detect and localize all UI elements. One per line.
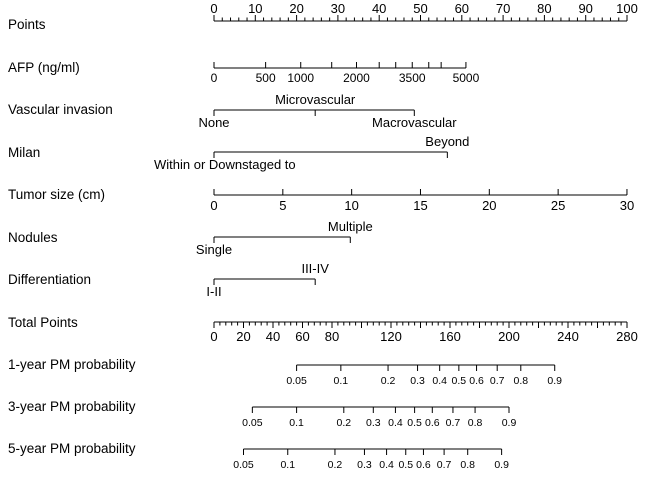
afp-tick-label: 1000 (287, 71, 314, 85)
total-points-tick-label: 80 (325, 329, 339, 344)
row-labels: Points AFP (ng/ml) Vascular invasion Mil… (8, 17, 136, 456)
vascular-invasion-category-label: Macrovascular (372, 115, 457, 130)
nomogram-scales: 0 10 20 30 40 50 60 70 80 90 1000 500 1000 2000 3500 50… (154, 1, 638, 471)
one-year-pm-tick-label: 0.9 (547, 375, 562, 387)
vascular-invasion-category-label: None (198, 115, 229, 130)
total-points-tick-label: 240 (557, 329, 579, 344)
row-label-points: Points (8, 17, 46, 32)
five-year-pm-tick-label: 0.6 (416, 459, 431, 471)
milan-category-label: Within or Downstaged to (154, 157, 296, 172)
milan-category-label: Beyond (425, 134, 469, 149)
points-tick-label: 50 (413, 1, 427, 16)
three-year-pm-tick-label: 0.4 (388, 417, 403, 429)
total-points-tick-label: 280 (616, 329, 638, 344)
total-points-tick-label: 0 (210, 329, 217, 344)
one-year-pm-tick-label: 0.4 (432, 375, 447, 387)
one-year-pm-tick-label: 0.5 (452, 375, 467, 387)
afp-tick-label: 0 (211, 71, 218, 85)
five-year-pm-tick-label: 0.8 (460, 459, 475, 471)
points-tick-label: 80 (537, 1, 551, 16)
five-year-pm-tick-label: 0.7 (437, 459, 452, 471)
row-label-5-year-pm: 5-year PM probability (8, 441, 136, 456)
row-label-vascular-invasion: Vascular invasion (8, 102, 113, 117)
total-points-tick-label: 40 (266, 329, 280, 344)
nodules-category-label: Single (196, 242, 232, 257)
nodules-category-label: Multiple (328, 219, 373, 234)
total-points-tick-label: 120 (380, 329, 402, 344)
row-label-afp: AFP (ng/ml) (8, 60, 80, 75)
row-label-tumor-size: Tumor size (cm) (8, 187, 105, 202)
tumor-size-tick-label: 0 (210, 198, 217, 213)
points-tick-label: 0 (210, 1, 217, 16)
row-label-differentiation: Differentiation (8, 272, 91, 287)
total-points-tick-label: 20 (236, 329, 250, 344)
points-tick-label: 20 (289, 1, 303, 16)
tumor-size-tick-label: 15 (413, 198, 427, 213)
afp-tick-label: 3500 (399, 71, 426, 85)
points-tick-label: 40 (372, 1, 386, 16)
three-year-pm-tick-label: 0.1 (289, 417, 304, 429)
row-label-1-year-pm: 1-year PM probability (8, 357, 136, 372)
five-year-pm-tick-label: 0.05 (233, 459, 254, 471)
points-tick-label: 100 (616, 1, 638, 16)
one-year-pm-tick-label: 0.7 (490, 375, 505, 387)
one-year-pm-tick-label: 0.8 (513, 375, 528, 387)
points-tick-label: 10 (248, 1, 262, 16)
three-year-pm-tick-label: 0.2 (336, 417, 351, 429)
total-points-tick-label: 60 (295, 329, 309, 344)
three-year-pm-tick-label: 0.7 (446, 417, 461, 429)
points-tick-label: 30 (331, 1, 345, 16)
three-year-pm-tick-label: 0.8 (468, 417, 483, 429)
five-year-pm-tick-label: 0.3 (357, 459, 372, 471)
five-year-pm-tick-label: 0.5 (398, 459, 413, 471)
afp-tick-label: 2000 (343, 71, 370, 85)
total-points-tick-label: 200 (498, 329, 520, 344)
total-points-tick-label: 160 (439, 329, 461, 344)
one-year-pm-tick-label: 0.2 (381, 375, 396, 387)
row-label-total-points: Total Points (8, 315, 78, 330)
points-tick-label: 60 (455, 1, 469, 16)
one-year-pm-tick-label: 0.6 (469, 375, 484, 387)
points-tick-label: 70 (496, 1, 510, 16)
three-year-pm-tick-label: 0.05 (242, 417, 263, 429)
differentiation-category-label: III-IV (301, 261, 329, 276)
three-year-pm-tick-label: 0.6 (425, 417, 440, 429)
three-year-pm-tick-label: 0.5 (407, 417, 422, 429)
row-label-3-year-pm: 3-year PM probability (8, 399, 136, 414)
one-year-pm-tick-label: 0.1 (334, 375, 349, 387)
row-label-milan: Milan (8, 145, 40, 160)
differentiation-category-label: I-II (206, 284, 221, 299)
five-year-pm-tick-label: 0.4 (379, 459, 394, 471)
five-year-pm-tick-label: 0.1 (280, 459, 295, 471)
tumor-size-tick-label: 10 (344, 198, 358, 213)
one-year-pm-tick-label: 0.3 (410, 375, 425, 387)
tumor-size-tick-label: 25 (551, 198, 565, 213)
afp-tick-label: 500 (256, 71, 276, 85)
row-label-nodules: Nodules (8, 230, 58, 245)
vascular-invasion-category-label: Microvascular (275, 92, 356, 107)
one-year-pm-tick-label: 0.05 (286, 375, 307, 387)
tumor-size-tick-label: 30 (620, 198, 634, 213)
points-tick-label: 90 (578, 1, 592, 16)
afp-tick-label: 5000 (453, 71, 480, 85)
three-year-pm-tick-label: 0.3 (366, 417, 381, 429)
tumor-size-tick-label: 20 (482, 198, 496, 213)
five-year-pm-tick-label: 0.9 (494, 459, 509, 471)
tumor-size-tick-label: 5 (279, 198, 286, 213)
five-year-pm-tick-label: 0.2 (328, 459, 343, 471)
three-year-pm-tick-label: 0.9 (502, 417, 517, 429)
